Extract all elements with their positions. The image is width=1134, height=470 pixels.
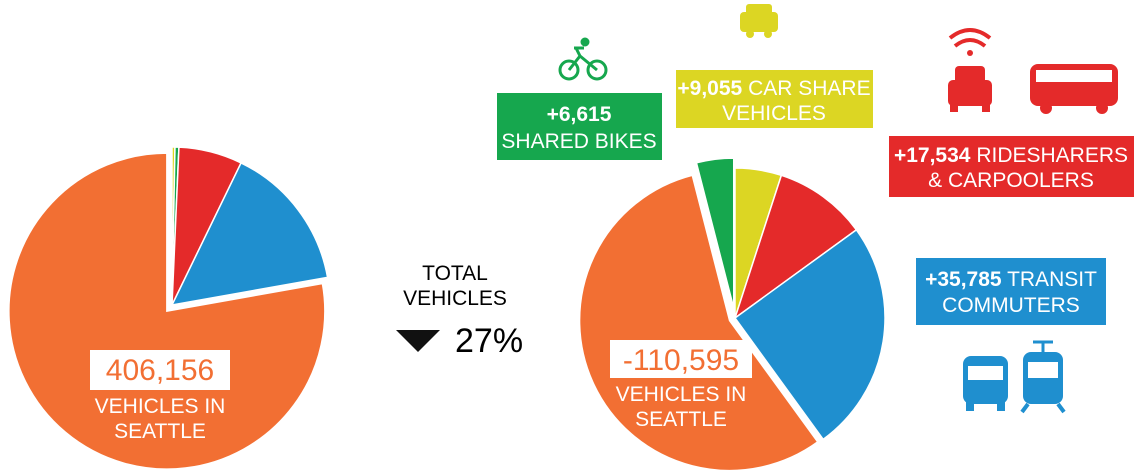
callout-line: +35,785 TRANSIT [925, 268, 1097, 291]
label-text: VEHICLES IN [95, 395, 226, 418]
callout-box [889, 136, 1134, 197]
pies [8, 146, 886, 470]
callout-value: +35,785 [925, 268, 1002, 291]
label-box [90, 350, 230, 390]
pie-slice [170, 161, 329, 306]
transit-icon [963, 340, 1066, 414]
callout-value: +17,534 [894, 144, 971, 167]
summary-title: TOTAL [422, 262, 488, 285]
callout-text: TRANSIT [1007, 268, 1097, 291]
callout-text: VEHICLES [722, 102, 826, 125]
bike-icon [558, 37, 608, 81]
label-text: SEATTLE [114, 420, 206, 443]
summary-change: 27% [455, 322, 523, 360]
label-text: SEATTLE [635, 408, 727, 431]
callout-box [497, 93, 662, 160]
label-value: 406,156 [106, 354, 214, 387]
label-text: VEHICLES IN [616, 383, 747, 406]
callout-box [676, 70, 873, 128]
rideshare-icon [948, 28, 1118, 114]
car-icon [740, 4, 778, 38]
pie-slice [733, 174, 858, 320]
callout-text: CAR SHARE [748, 77, 871, 100]
callout-text: COMMUTERS [942, 294, 1080, 317]
down-arrow [396, 330, 440, 352]
pie-slice [8, 152, 326, 470]
callout-text: SHARED BIKES [501, 130, 656, 153]
label-value: -110,595 [623, 344, 739, 377]
summary-title: VEHICLES [403, 287, 507, 310]
callout-text: & CARPOOLERS [928, 169, 1094, 192]
callout-text: RIDESHARERS [976, 144, 1128, 167]
callout-value: +9,055 [677, 77, 742, 100]
pie-slice [578, 174, 819, 470]
callout-line: +9,055 CAR SHARE [677, 77, 870, 100]
pie-slice [733, 228, 886, 441]
callout-box [916, 258, 1106, 325]
callout-line: +17,534 RIDESHARERS [894, 144, 1128, 167]
label-box [610, 340, 752, 378]
pie-slice [695, 157, 735, 309]
callout-value: +6,615 [547, 103, 612, 126]
